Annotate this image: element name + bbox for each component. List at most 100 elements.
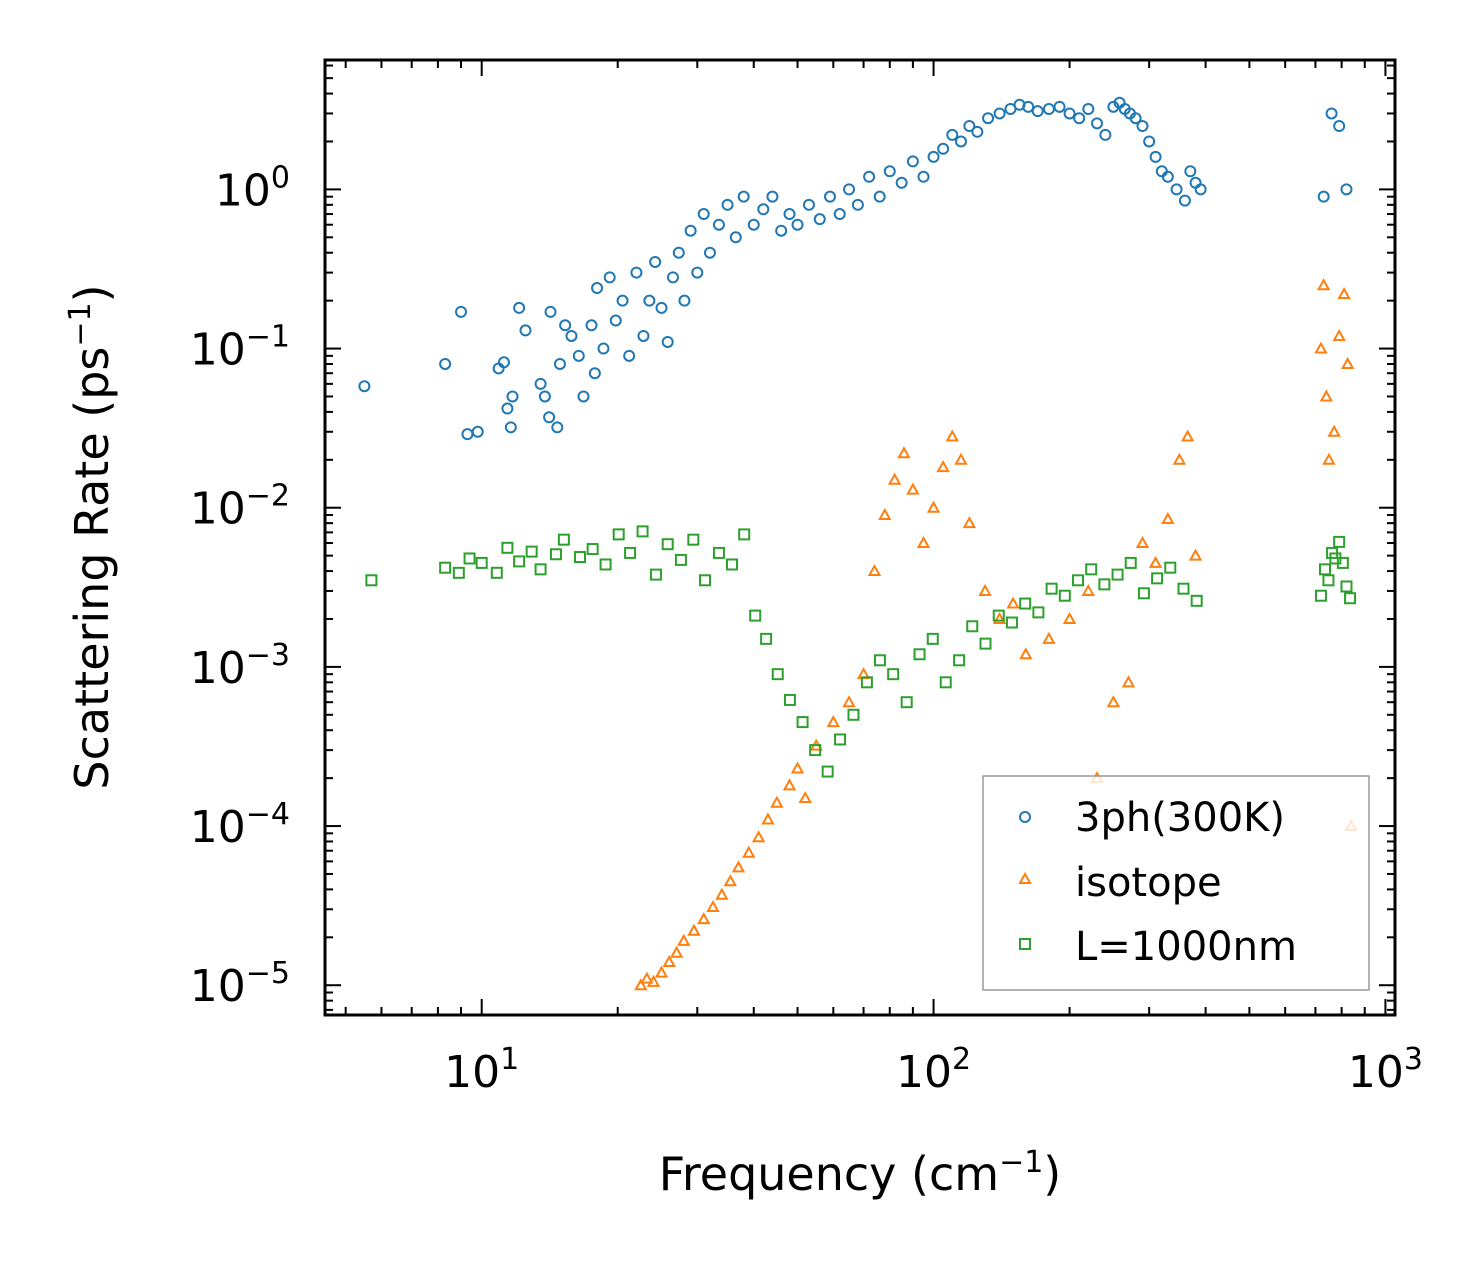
data-point (1340, 356, 1355, 369)
data-point (597, 342, 610, 355)
data-point (636, 525, 649, 538)
data-point (770, 795, 784, 808)
data-point (678, 294, 691, 307)
data-point (1322, 452, 1336, 465)
data-point (1333, 120, 1346, 133)
data-point (1148, 555, 1163, 568)
data-point (1005, 616, 1018, 629)
data-point (637, 329, 650, 342)
data-point (553, 357, 566, 370)
data-point (751, 830, 766, 843)
data-point (463, 552, 476, 565)
data-point (1164, 561, 1177, 574)
data-point (1045, 582, 1058, 595)
y-tick-label: 10−5 (190, 956, 290, 1012)
data-point (782, 778, 797, 791)
x-tick-label: 103 (1348, 1042, 1423, 1098)
data-point (557, 533, 570, 546)
data-point (565, 329, 578, 342)
data-point (1062, 611, 1077, 624)
data-point (471, 425, 484, 438)
data-point (747, 218, 760, 231)
data-point (723, 874, 738, 887)
data-point (873, 190, 886, 203)
data-point (534, 377, 547, 390)
data-point (971, 125, 984, 138)
data-point (1327, 424, 1341, 437)
data-point (588, 367, 601, 380)
data-point (721, 198, 734, 211)
data-point (1058, 589, 1071, 602)
data-point (687, 533, 700, 546)
data-point (1340, 183, 1353, 196)
data-point (519, 324, 532, 337)
x-tick-label: 102 (896, 1042, 971, 1098)
data-point (978, 583, 992, 596)
data-point (684, 224, 697, 237)
data-point (761, 812, 775, 825)
data-point (697, 208, 710, 221)
data-point (712, 218, 725, 231)
data-point (771, 668, 784, 681)
data-point (1151, 572, 1164, 585)
data-point (821, 765, 834, 778)
data-point (1031, 105, 1044, 118)
data-point (906, 482, 920, 495)
data-point (1172, 452, 1187, 465)
data-point (1184, 165, 1197, 178)
data-point (1081, 583, 1095, 596)
data-point (913, 648, 926, 661)
data-point (946, 128, 959, 141)
data-point (591, 282, 604, 295)
data-point (749, 609, 762, 622)
data-point (887, 668, 900, 681)
data-point (1042, 102, 1055, 115)
data-point (936, 460, 950, 473)
data-point (538, 390, 551, 403)
data-point (1019, 597, 1032, 610)
data-point (1006, 596, 1020, 609)
data-point (798, 790, 812, 804)
data-point (1124, 556, 1137, 569)
data-point (1082, 102, 1095, 115)
data-point (760, 632, 773, 645)
data-point (1177, 582, 1190, 595)
data-point (1340, 580, 1353, 593)
data-point (640, 971, 654, 984)
data-point (661, 538, 674, 551)
data-point (1319, 563, 1332, 576)
data-point (706, 899, 720, 913)
data-point (603, 271, 616, 284)
data-point (1032, 606, 1045, 619)
data-point (954, 452, 968, 465)
data-point (534, 563, 547, 576)
data-point (655, 301, 668, 314)
data-point (677, 933, 691, 946)
data-point (1178, 194, 1191, 207)
data-point (926, 632, 939, 645)
data-point (1161, 511, 1175, 524)
data-point (490, 566, 503, 579)
data-point (851, 198, 864, 211)
data-point (609, 314, 622, 327)
data-point (813, 213, 826, 226)
data-point (1149, 150, 1162, 163)
data-point (586, 543, 599, 556)
data-point (662, 954, 676, 967)
data-point (873, 654, 886, 667)
data-point (504, 421, 517, 434)
data-point (1143, 135, 1156, 148)
data-point (624, 546, 637, 559)
legend: 3ph(300K) isotope L=1000nm (982, 775, 1370, 991)
legend-label-3ph: 3ph(300K) (1075, 795, 1285, 841)
data-point (802, 198, 815, 211)
y-tick-label: 10−3 (190, 638, 290, 694)
data-point (906, 155, 919, 168)
data-point (1161, 170, 1174, 183)
data-point (742, 845, 756, 858)
data-point (1322, 574, 1335, 587)
data-point (661, 335, 674, 348)
data-point (1170, 183, 1183, 196)
data-point (649, 255, 662, 268)
data-point (731, 860, 746, 873)
